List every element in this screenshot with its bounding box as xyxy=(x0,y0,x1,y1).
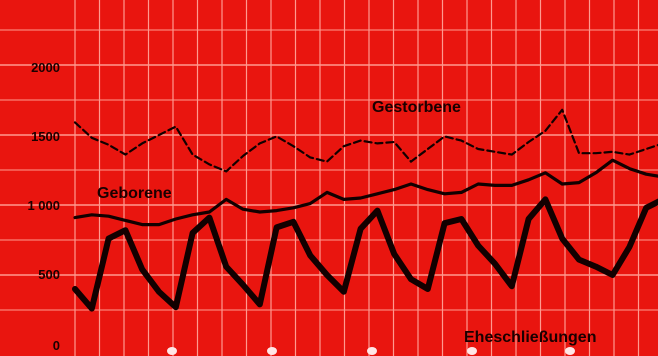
series-label-geborene: Geborene xyxy=(97,185,172,202)
series-line-geborene xyxy=(73,158,658,227)
y-tick-label: 1 000 xyxy=(27,198,60,213)
axis-marker xyxy=(167,347,177,355)
axis-marker xyxy=(565,347,575,355)
axis-marker xyxy=(267,347,277,355)
axis-marker xyxy=(367,347,377,355)
y-tick-label: 2000 xyxy=(31,60,60,75)
y-tick-label: 500 xyxy=(38,267,60,282)
series-line-gestorbene xyxy=(73,108,658,173)
series-label-eheschliessungen: Eheschließungen xyxy=(464,329,596,346)
y-tick-label: 1500 xyxy=(31,129,60,144)
x-axis-markers xyxy=(167,347,575,355)
y-tick-label: 0 xyxy=(53,338,60,353)
series-label-gestorbene: Gestorbene xyxy=(372,99,461,116)
series-lines xyxy=(72,108,658,312)
series-labels: Gestorbene Geborene Eheschließungen xyxy=(97,99,596,346)
series-line-eheschliessungen xyxy=(72,196,658,312)
axis-marker xyxy=(467,347,477,355)
y-axis-ticks: 2000 1500 1 000 500 0 xyxy=(27,60,60,353)
